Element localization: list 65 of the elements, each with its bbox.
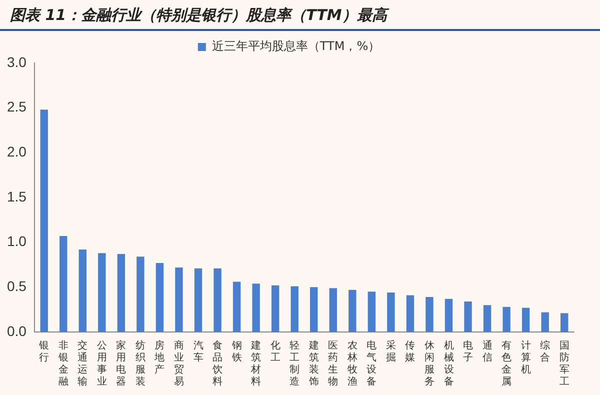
bar [406,295,414,332]
bar [194,268,202,332]
bar [136,256,144,332]
x-tick-label: 纺织服装 [135,340,146,388]
bar [368,292,376,332]
x-tick-label: 电气设备 [366,340,377,388]
bar [387,292,395,332]
bar [98,253,106,332]
bar [290,286,298,332]
bar [310,287,318,332]
bar [78,250,86,332]
bar [175,267,183,332]
x-tick-label: 房地产 [154,340,165,376]
x-tick-label: 商业贸易 [174,340,184,388]
x-tick-label: 食品饮料 [212,340,223,388]
bar [541,312,549,332]
bar [40,110,48,332]
y-tick-label: 3.0 [6,54,27,70]
bar [271,285,280,332]
bar [214,268,222,332]
x-tick-label: 家用电器 [116,340,126,388]
x-tick-label: 机械设备 [444,340,454,388]
x-tick-label: 化工 [270,340,280,364]
x-tick-label: 采掘 [386,340,396,364]
bar [117,254,126,332]
legend-label: 近三年平均股息率（TTM，%） [212,39,380,54]
bar [252,284,260,332]
bar [156,262,164,332]
bar [60,236,68,332]
x-tick-label: 有色金属 [502,340,512,388]
bar [502,306,510,332]
x-tick-label: 综合 [540,340,550,364]
bar [426,297,434,332]
x-tick-label: 非银金融 [57,340,68,388]
x-tick-label: 建筑材料 [250,340,262,388]
y-tick-label: 0.5 [6,278,27,294]
bar [483,305,492,332]
chart-title: 图表 11：金融行业（特别是银行）股息率（TTM）最高 [0,0,600,31]
y-tick-label: 1.5 [6,188,27,204]
x-tick-label: 银行 [38,340,50,364]
bar [444,298,453,332]
y-tick-label: 0.0 [6,322,27,339]
y-tick-label: 2.5 [6,98,27,115]
x-tick-label: 汽车 [193,340,204,364]
x-tick-label: 电子 [463,340,474,364]
x-tick-label: 公用事业 [96,340,107,388]
x-tick-label: 交通运输 [78,340,88,388]
x-tick-label: 轻工制造 [290,340,300,388]
bar [464,302,472,332]
x-tick-label: 休闲服务 [424,340,434,388]
bar [348,290,356,332]
bar [329,288,337,332]
x-tick-label: 计算机 [520,340,531,376]
x-tick-label: 建筑装饰 [308,340,319,388]
bar [232,282,241,332]
x-tick-label: 传媒 [405,340,416,364]
x-tick-label: 国防军工 [559,340,570,388]
x-tick-label: 钢铁 [230,340,242,364]
x-tick-label: 通信 [482,340,492,364]
x-tick-label: 医药生物 [328,340,338,388]
bar [560,313,568,332]
x-tick-label: 农林牧渔 [346,340,358,388]
bar [522,308,530,332]
y-tick-label: 2.0 [6,144,27,160]
y-tick-label: 1.0 [6,233,27,250]
